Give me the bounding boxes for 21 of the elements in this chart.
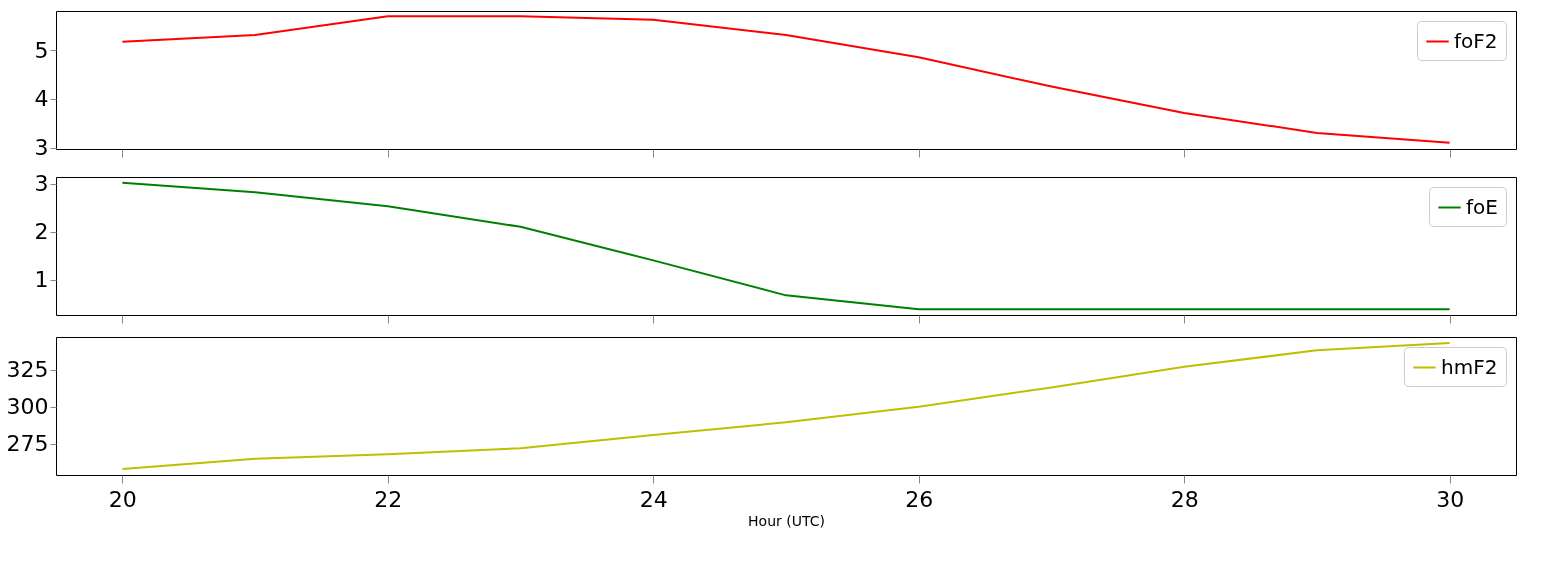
y-tick-label: 5 [34, 37, 49, 63]
line-series [121, 15, 1451, 144]
y-tick-label: 300 [6, 394, 49, 420]
y-tick-label: 1 [34, 267, 49, 293]
legend-label: foF2 [1454, 28, 1498, 53]
x-tick-label: 20 [108, 486, 137, 512]
y-tick-label: 3 [34, 171, 49, 197]
line-series [121, 181, 1451, 311]
x-tick-label: 22 [374, 486, 403, 512]
y-tick-label: 4 [34, 86, 49, 112]
x-axis-title: Hour (UTC) [748, 512, 825, 529]
x-tick-label: 28 [1170, 486, 1199, 512]
y-tick-label: 325 [6, 357, 49, 383]
x-tick-label: 30 [1436, 486, 1465, 512]
x-tick-label: 24 [639, 486, 668, 512]
y-tick-label: 3 [34, 135, 49, 161]
legend-label: foE [1466, 194, 1498, 219]
y-tick-label: 275 [6, 431, 49, 457]
legend-label: hmF2 [1441, 354, 1498, 379]
y-tick-label: 2 [34, 219, 49, 245]
x-tick-label: 26 [905, 486, 934, 512]
